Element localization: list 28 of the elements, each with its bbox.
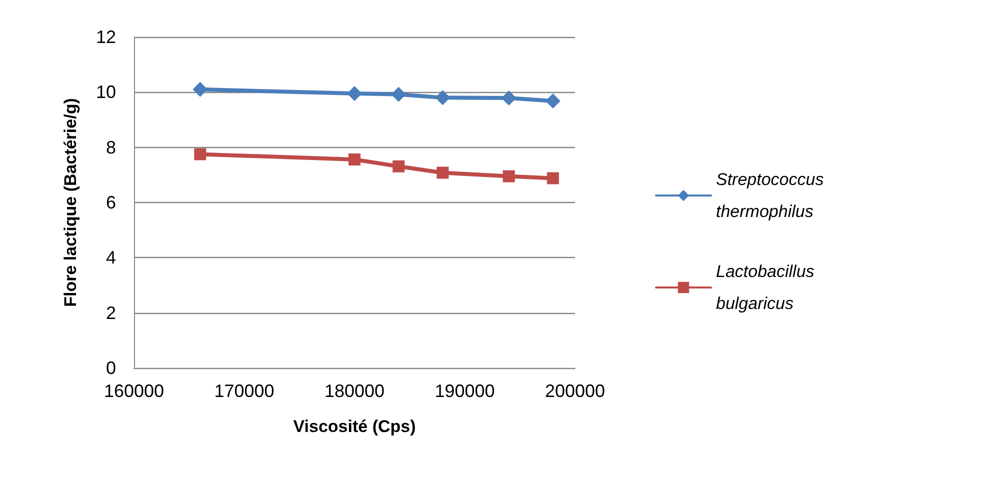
point <box>194 148 206 160</box>
point <box>501 90 516 106</box>
point <box>391 86 406 102</box>
y-tick-label: 2 <box>106 302 116 323</box>
point <box>546 172 559 184</box>
point <box>435 90 450 106</box>
y-tick-label: 6 <box>106 192 116 212</box>
y-tick-label: 8 <box>106 137 116 158</box>
x-tick-label: 160000 <box>104 381 164 401</box>
y-tick-label: 0 <box>106 358 116 378</box>
x-tick-label: 170000 <box>214 381 274 401</box>
y-tick-label: 10 <box>96 82 116 102</box>
point <box>192 82 208 97</box>
point <box>502 170 515 182</box>
legend-label: Lactobacillus bulgaricus <box>716 262 820 313</box>
x-tick-label: 200000 <box>544 381 606 401</box>
y-axis-title: Flore lactique (Bactérie/g) <box>61 98 80 307</box>
x-tick-label: 180000 <box>324 381 385 401</box>
point <box>348 153 360 166</box>
y-tick-label: 12 <box>96 27 116 47</box>
legend-label: Streptococcus thermophilus <box>716 170 828 221</box>
point <box>347 86 362 102</box>
point <box>392 160 405 172</box>
point <box>436 166 449 179</box>
x-tick-label: 190000 <box>434 381 495 401</box>
x-axis-title: Viscosité (Cps) <box>293 417 416 436</box>
y-tick-label: 4 <box>106 248 116 268</box>
point <box>545 93 560 108</box>
